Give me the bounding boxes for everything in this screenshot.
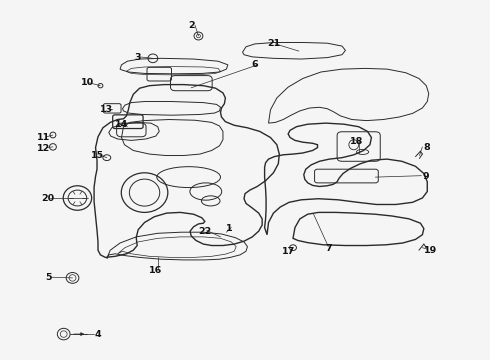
Text: 15: 15 (91, 151, 103, 160)
Text: 2: 2 (188, 21, 195, 30)
Text: 7: 7 (325, 244, 332, 253)
Text: 8: 8 (423, 143, 430, 152)
Text: 12: 12 (36, 144, 50, 153)
Text: 18: 18 (350, 136, 364, 145)
Text: 14: 14 (115, 120, 128, 129)
Text: 20: 20 (42, 194, 54, 203)
Text: 6: 6 (251, 60, 258, 69)
Text: 21: 21 (267, 40, 280, 49)
Text: 17: 17 (281, 248, 295, 256)
Text: 16: 16 (149, 266, 163, 275)
Text: 19: 19 (423, 246, 437, 255)
Text: 5: 5 (45, 274, 51, 282)
Text: 10: 10 (81, 78, 94, 87)
Text: 22: 22 (198, 227, 212, 236)
Text: 11: 11 (36, 133, 50, 142)
Text: 4: 4 (95, 330, 101, 338)
Text: 1: 1 (226, 224, 233, 233)
Text: 3: 3 (134, 53, 141, 62)
Text: 13: 13 (100, 105, 113, 114)
Text: 9: 9 (423, 172, 430, 181)
